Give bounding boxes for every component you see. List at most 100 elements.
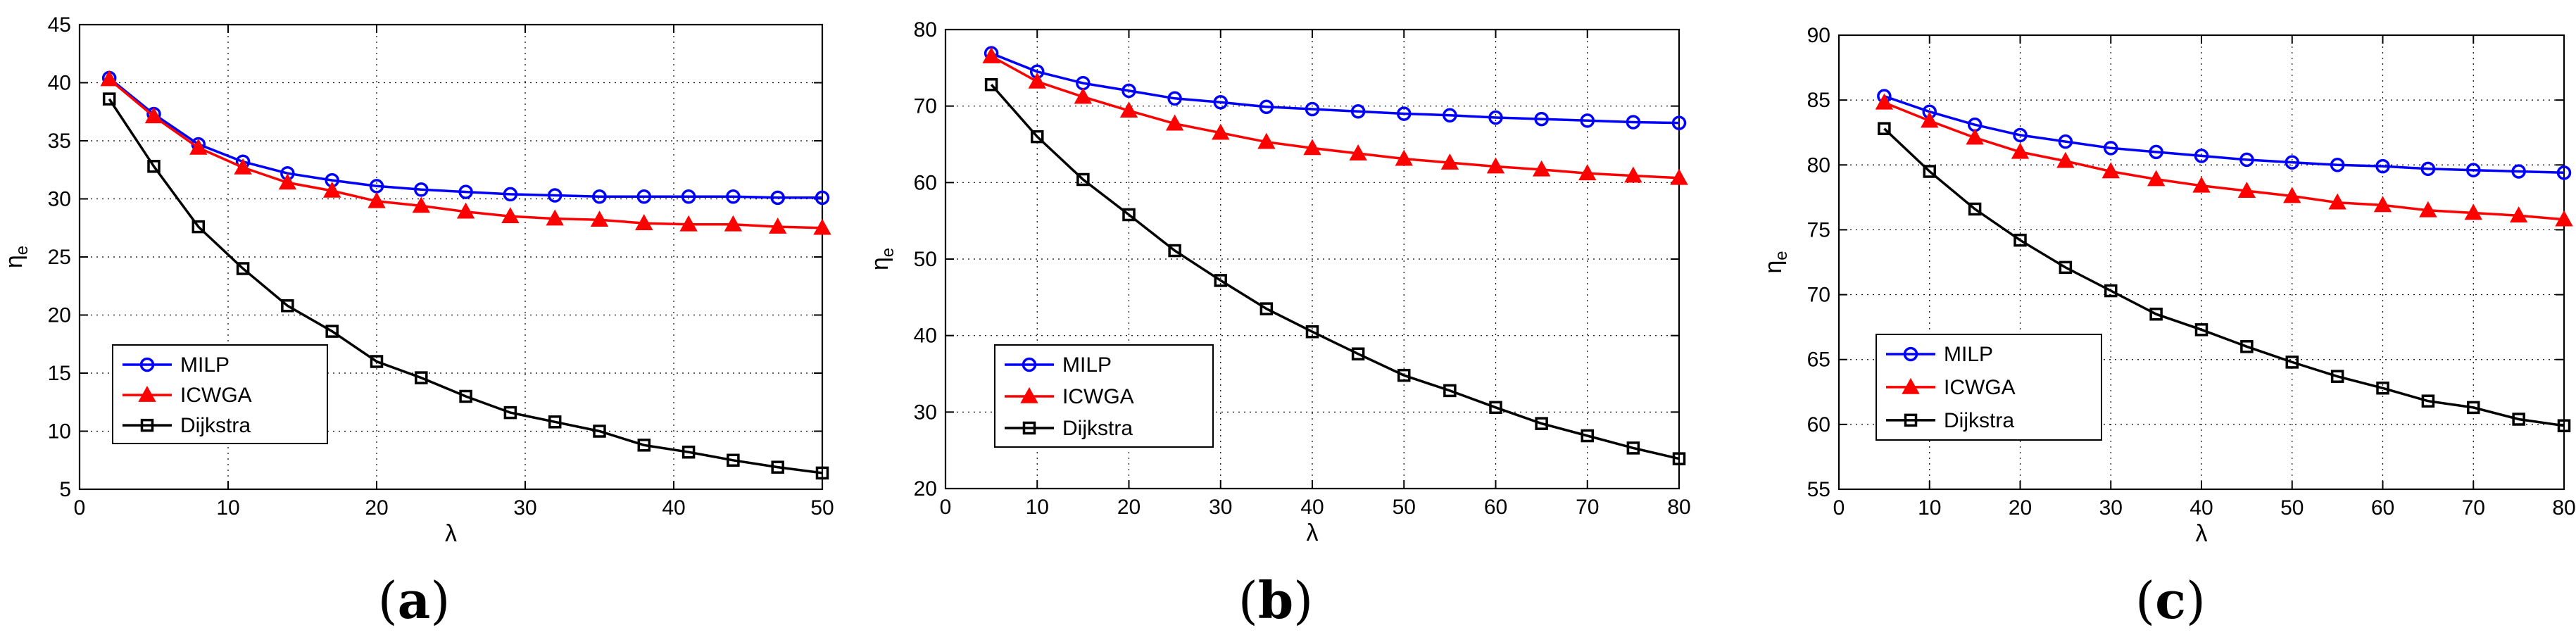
y-tick-label: 25	[48, 246, 71, 269]
y-tick-label: 20	[914, 477, 937, 501]
y-tick-label: 80	[914, 18, 937, 42]
series-line-icwga	[1883, 101, 2565, 221]
data-point-dijkstra	[1076, 172, 1090, 187]
data-point-milp	[2375, 158, 2390, 174]
data-point-icwga	[100, 70, 118, 87]
legend: MILP ICWGA Dijkstra	[1876, 334, 2102, 441]
data-point-icwga	[1624, 166, 1642, 183]
data-point-dijkstra	[2285, 356, 2299, 369]
data-point-dijkstra	[2467, 401, 2480, 415]
y-axis-label-subscript: e	[879, 248, 898, 257]
data-point-dijkstra	[2421, 394, 2435, 408]
data-point-icwga	[635, 214, 653, 230]
axes-box	[1837, 34, 2565, 491]
data-point-dijkstra	[1923, 165, 1936, 178]
data-point-milp	[1580, 113, 1595, 128]
x-tick-label: 50	[2280, 496, 2304, 520]
x-tick-label: 60	[2371, 496, 2394, 520]
data-point-icwga	[679, 215, 698, 232]
data-point-milp	[2194, 149, 2209, 163]
data-point-icwga	[813, 218, 831, 235]
data-point-milp	[1305, 101, 1320, 117]
y-tick-label: 40	[48, 72, 71, 95]
legend-label-icwga: ICWGA	[180, 384, 252, 407]
data-point-dijkstra	[1214, 274, 1227, 287]
x-tick-label: 40	[2189, 496, 2213, 520]
data-point-dijkstra	[503, 405, 517, 420]
data-point-milp	[1167, 91, 1182, 106]
y-tick-label: 40	[914, 325, 937, 348]
panel-caption: (b)	[1238, 570, 1314, 630]
data-point-icwga	[1875, 93, 1894, 110]
data-point-dijkstra	[2149, 307, 2163, 321]
data-point-dijkstra	[2240, 340, 2254, 353]
data-point-icwga	[590, 210, 609, 227]
data-point-icwga	[367, 191, 386, 208]
legend-marker-dijkstra	[140, 418, 154, 432]
data-point-icwga	[1921, 111, 1939, 128]
y-tick-label: 55	[1807, 478, 1830, 501]
y-axis-label-base: η	[867, 257, 893, 270]
x-tick-label: 70	[1576, 496, 1599, 519]
data-point-dijkstra	[1397, 368, 1411, 382]
data-point-dijkstra	[1535, 417, 1548, 430]
x-tick-label: 0	[74, 496, 86, 520]
data-point-dijkstra	[548, 415, 562, 429]
data-point-milp	[1626, 115, 1641, 130]
caption-open-paren: (	[1238, 571, 1258, 630]
legend-marker-dijkstra	[1904, 413, 1918, 427]
x-axis-label: λ	[1307, 520, 1319, 546]
y-tick-label: 60	[1807, 413, 1830, 436]
caption-close-paren: )	[1293, 571, 1313, 630]
data-point-icwga	[2509, 206, 2528, 222]
y-tick-label: 15	[48, 362, 71, 385]
legend-label-dijkstra: Dijkstra	[1062, 417, 1133, 440]
data-point-milp	[2285, 155, 2299, 170]
caption-letter: a	[398, 570, 431, 630]
data-point-dijkstra	[637, 439, 651, 452]
legend-marker-milp	[139, 357, 155, 372]
y-tick-label: 75	[1807, 218, 1830, 241]
data-point-icwga	[144, 107, 163, 124]
data-point-icwga	[234, 158, 252, 175]
data-point-icwga	[1028, 72, 1046, 89]
legend-label-dijkstra: Dijkstra	[180, 414, 251, 437]
data-point-icwga	[456, 202, 475, 219]
data-point-icwga	[1532, 160, 1551, 177]
panel-caption: (a)	[378, 570, 451, 630]
data-point-icwga	[323, 181, 341, 198]
legend-marker-icwga	[138, 386, 156, 402]
data-point-icwga	[2147, 170, 2166, 187]
data-point-dijkstra	[681, 445, 696, 459]
y-tick-label: 70	[914, 95, 937, 118]
data-point-dijkstra	[2557, 419, 2571, 432]
data-point-milp	[2149, 144, 2163, 160]
x-tick-label: 20	[2009, 496, 2032, 520]
data-point-icwga	[189, 138, 208, 155]
y-axis-label-base: η	[1, 255, 27, 268]
data-point-milp	[1534, 111, 1549, 127]
y-tick-label: 10	[48, 420, 71, 444]
data-point-milp	[547, 188, 563, 203]
x-tick-label: 0	[940, 496, 952, 519]
data-point-dijkstra	[459, 389, 472, 403]
data-point-milp	[503, 187, 518, 202]
data-point-icwga	[1395, 149, 1413, 166]
data-point-milp	[1213, 94, 1228, 110]
data-point-icwga	[1257, 132, 1276, 149]
data-point-milp	[2330, 158, 2345, 172]
data-point-dijkstra	[1351, 347, 1365, 360]
x-tick-label: 80	[1667, 496, 1690, 519]
x-tick-label: 40	[662, 496, 685, 520]
x-tick-label: 50	[1393, 496, 1416, 519]
data-point-icwga	[1303, 139, 1321, 156]
data-point-icwga	[1119, 101, 1138, 118]
data-point-dijkstra	[1031, 130, 1044, 144]
legend-marker-milp	[1022, 357, 1037, 372]
data-point-icwga	[501, 207, 520, 224]
y-tick-label: 20	[48, 304, 71, 327]
y-tick-label: 70	[1807, 284, 1830, 307]
legend-label-milp: MILP	[1944, 343, 1993, 366]
data-point-icwga	[1670, 168, 1688, 185]
data-point-icwga	[1074, 87, 1093, 104]
